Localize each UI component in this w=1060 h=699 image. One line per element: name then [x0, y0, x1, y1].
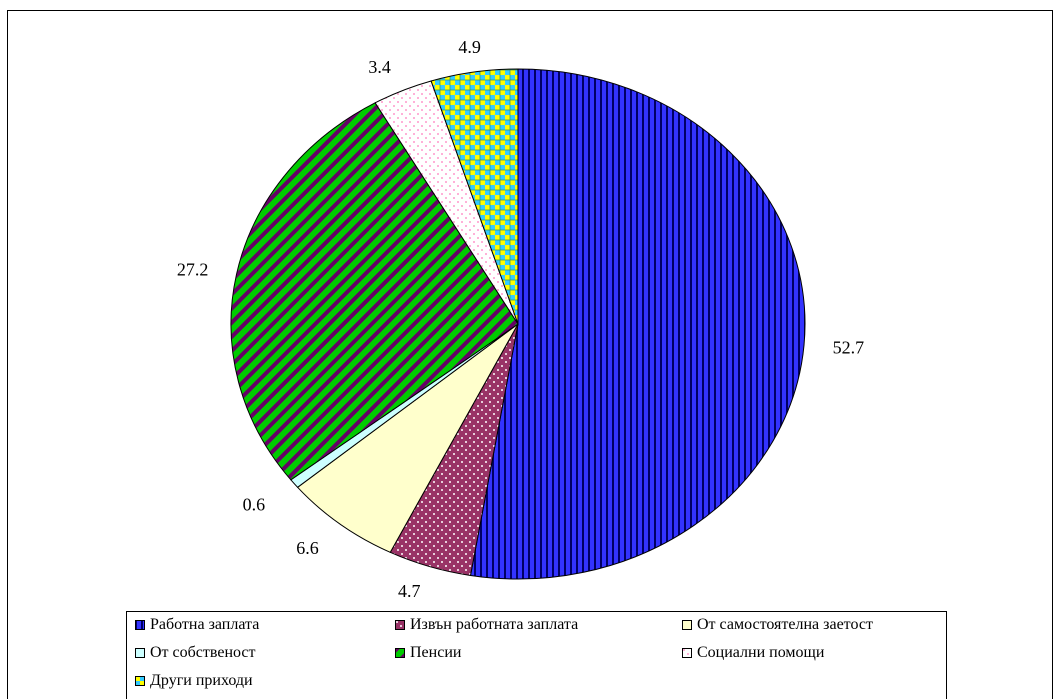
legend-item: От собственост: [135, 643, 256, 663]
data-label: 52.7: [833, 337, 865, 357]
legend-item: От самостоятелна заетост: [682, 615, 873, 635]
legend-item: Други приходи: [135, 671, 253, 691]
legend-swatch: [135, 676, 145, 686]
legend-item: Извън работната заплата: [395, 615, 578, 635]
data-label: 6.6: [296, 538, 319, 558]
pie-chart: 52.7 4.7 6.6 0.6 27.2 3.4 4.9: [177, 37, 865, 601]
legend-item: Социални помощи: [682, 643, 824, 663]
data-label: 4.9: [458, 37, 481, 57]
legend-label: Извън работната заплата: [410, 616, 579, 633]
pie-slice: [230, 102, 519, 481]
chart-frame: [7, 10, 1053, 699]
data-label: 4.7: [398, 581, 421, 601]
legend-label: От самостоятелна заетост: [697, 616, 873, 633]
legend-label: Пенсии: [410, 644, 462, 661]
legend-swatch: [682, 648, 692, 658]
legend-swatch: [682, 620, 692, 630]
legend-label: От собственост: [150, 644, 256, 661]
legend-swatch: [395, 648, 405, 658]
legend-label: Социални помощи: [697, 644, 825, 661]
pie-slice: [296, 323, 519, 553]
legend-label: Други приходи: [150, 672, 253, 689]
legend-item: Работна заплата: [135, 615, 259, 635]
legend-swatch: [135, 648, 145, 658]
legend-label: Работна заплата: [150, 616, 260, 633]
data-label: 0.6: [243, 494, 266, 514]
data-label: 3.4: [368, 57, 391, 77]
pie-slice: [430, 68, 519, 325]
legend-swatch: [395, 620, 405, 630]
pie-slice: [469, 68, 806, 580]
legend-item: Пенсии: [395, 643, 461, 663]
legend-swatch: [135, 620, 145, 630]
legend: Работна заплата Извън работната заплата О…: [126, 611, 947, 699]
data-label: 27.2: [177, 259, 209, 279]
